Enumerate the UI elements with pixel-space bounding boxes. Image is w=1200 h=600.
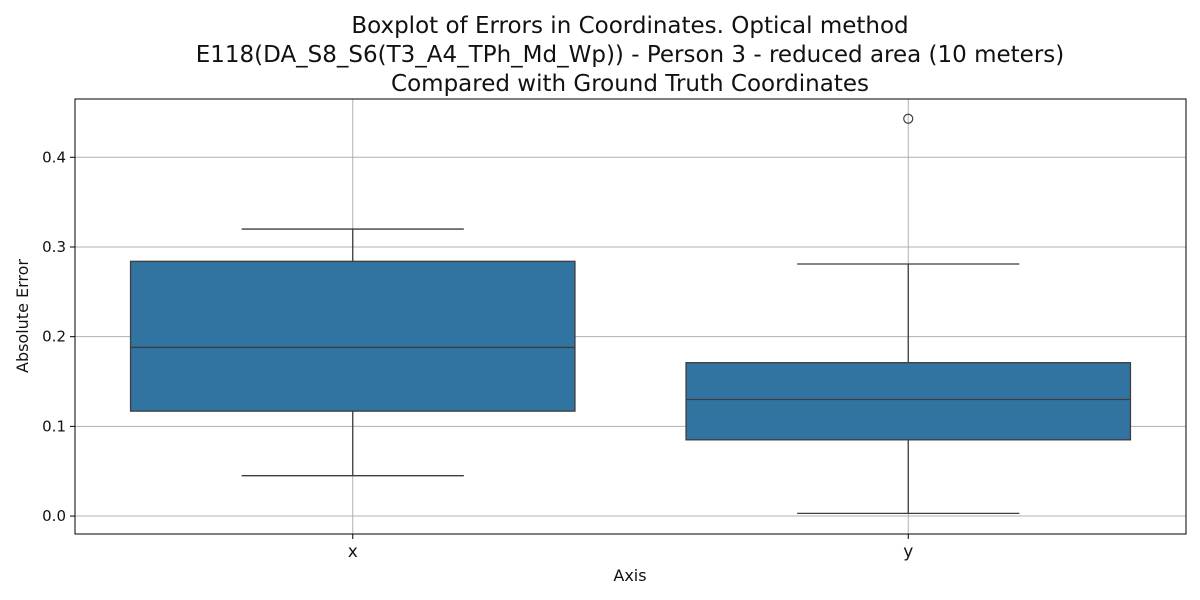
- y-tick-label: 0.3: [42, 238, 66, 256]
- outlier-point: [903, 113, 914, 124]
- y-tick-label: 0.0: [42, 507, 66, 525]
- box-iqr: [685, 362, 1132, 441]
- plot-frame: [74, 98, 1187, 535]
- y-tick-label: 0.2: [42, 328, 66, 346]
- chart-title-line-1: Boxplot of Errors in Coordinates. Optica…: [351, 13, 908, 39]
- box-layer: [129, 113, 1132, 515]
- y-axis-ticks: 0.0 0.1 0.2 0.3 0.4: [42, 148, 75, 525]
- y-tick-label: 0.4: [42, 148, 66, 166]
- chart-title-line-2: E118(DA_S8_S6(T3_A4_TPh_Md_Wp)) - Person…: [196, 42, 1065, 68]
- y-axis-label: Absolute Error: [13, 259, 32, 373]
- chart-title: Boxplot of Errors in Coordinates. Optica…: [196, 13, 1065, 97]
- y-tick-label: 0.1: [42, 417, 66, 435]
- x-axis-label: Axis: [613, 566, 646, 585]
- box-iqr: [129, 260, 576, 412]
- x-tick-label: x: [348, 542, 358, 562]
- chart-title-line-3: Compared with Ground Truth Coordinates: [391, 71, 869, 97]
- x-tick-label: y: [903, 542, 913, 562]
